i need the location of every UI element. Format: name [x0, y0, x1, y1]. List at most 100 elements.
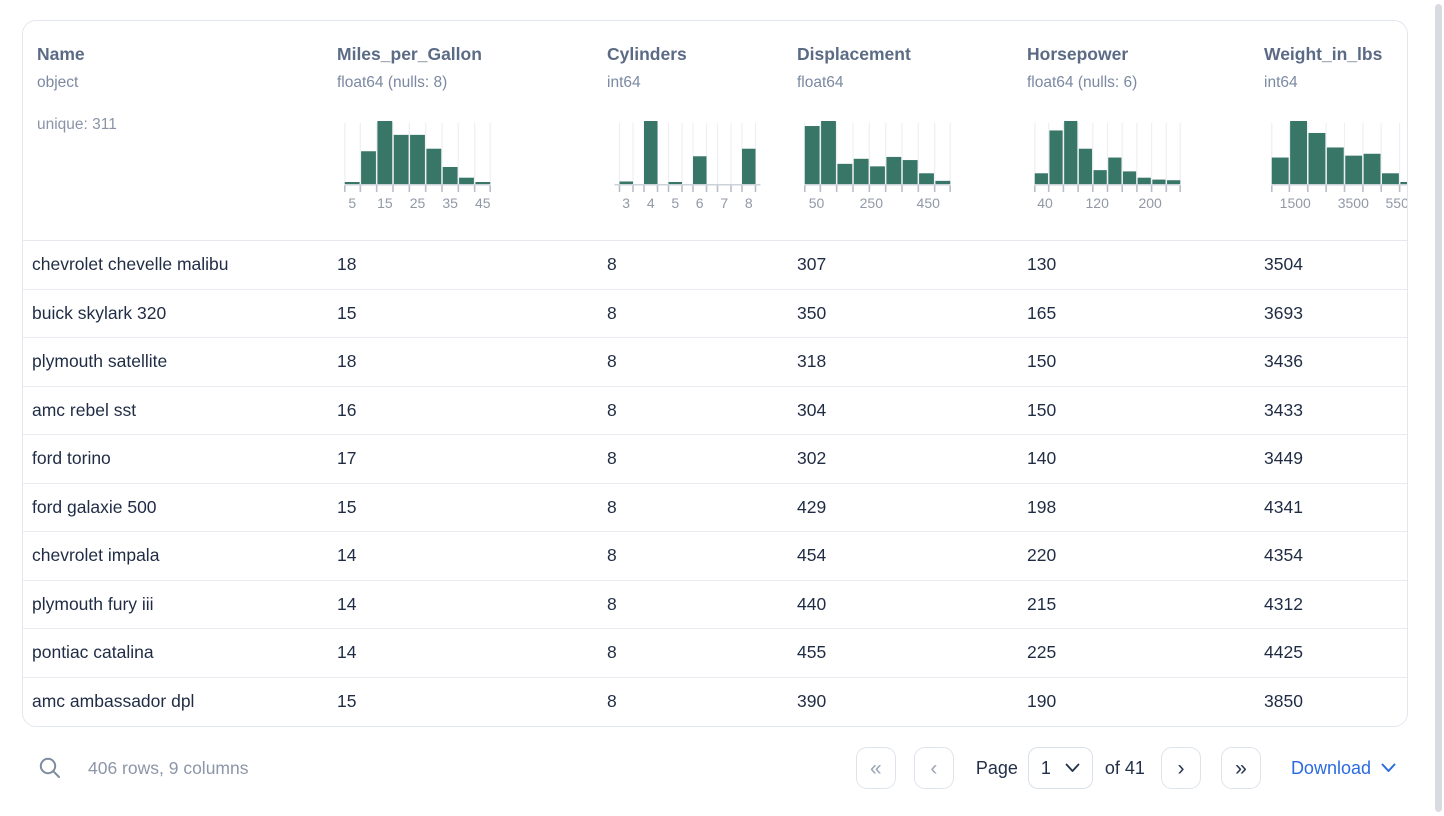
- table-cell: 130: [1027, 254, 1057, 275]
- column-header-cylinders[interactable]: Cylinders int64 3 4 5 6 7 8: [607, 21, 797, 240]
- table-cell: buick skylark 320: [32, 302, 167, 323]
- table-cell: 16: [337, 399, 357, 420]
- table-cell: 8: [607, 399, 617, 420]
- column-header-horsepower[interactable]: Horsepower float64 (nulls: 6) 40 120 200: [1027, 21, 1264, 240]
- svg-text:35: 35: [442, 195, 458, 211]
- svg-text:50: 50: [809, 195, 825, 211]
- svg-text:5500: 5500: [1386, 195, 1408, 211]
- column-header-displacement[interactable]: Displacement float64 50 250 450: [797, 21, 1027, 240]
- svg-text:3: 3: [622, 195, 630, 211]
- page-label: Page: [975, 757, 1018, 778]
- download-button[interactable]: Download: [1291, 758, 1396, 779]
- column-header-name[interactable]: Name object unique: 311: [32, 21, 337, 240]
- table-cell: 302: [797, 448, 827, 469]
- column-title: Miles_per_Gallon: [337, 44, 482, 64]
- table-cell: 8: [607, 448, 617, 469]
- column-header-miles-per-gallon[interactable]: Miles_per_Gallon float64 (nulls: 8) 5 15 25 3…: [337, 21, 607, 240]
- svg-text:40: 40: [1037, 195, 1053, 211]
- table-cell: 4341: [1264, 496, 1303, 517]
- search-icon[interactable]: [38, 756, 62, 780]
- row-column-summary: 406 rows, 9 columns: [88, 757, 249, 778]
- histogram-weight-in-lbs[interactable]: 1500 3500 5500: [1271, 121, 1408, 213]
- svg-text:25: 25: [410, 195, 426, 211]
- table-cell: 14: [337, 545, 357, 566]
- column-title: Name: [37, 44, 85, 64]
- summary-group: 406 rows, 9 columns: [22, 756, 249, 780]
- table-cell: 307: [797, 254, 827, 275]
- table-cell: 3436: [1264, 351, 1303, 372]
- table-cell: plymouth fury iii: [32, 593, 154, 614]
- column-title: Cylinders: [607, 44, 687, 64]
- scrollbar[interactable]: [1435, 4, 1442, 812]
- table-cell: 304: [797, 399, 827, 420]
- svg-text:250: 250: [860, 195, 884, 211]
- table-cell: 318: [797, 351, 827, 372]
- page-select-value: 1: [1040, 757, 1051, 778]
- histogram-miles-per-gallon[interactable]: 5 15 25 35 45: [344, 121, 491, 213]
- column-unique-count: unique: 311: [37, 116, 117, 133]
- table-row: pontiac catalina 14 8 455 225 4425: [23, 629, 1407, 678]
- table-cell: 8: [607, 302, 617, 323]
- table-row: amc ambassador dpl 15 8 390 190 3850: [23, 678, 1407, 727]
- first-page-icon: «: [869, 756, 882, 780]
- page-select[interactable]: 1: [1027, 747, 1093, 789]
- table-cell: ford torino: [32, 448, 111, 469]
- svg-text:4: 4: [647, 195, 655, 211]
- table-row: buick skylark 320 15 8 350 165 3693: [23, 290, 1407, 338]
- table-row: ford torino 17 8 302 140 3449: [23, 435, 1407, 484]
- svg-text:45: 45: [475, 195, 491, 211]
- table-cell: 165: [1027, 302, 1057, 323]
- column-dtype: int64: [1264, 74, 1298, 91]
- svg-text:6: 6: [696, 195, 704, 211]
- next-page-icon: ›: [1177, 756, 1185, 780]
- column-header-weight-in-lbs[interactable]: Weight_in_lbs int64 1500 3500 5500: [1264, 21, 1408, 240]
- column-dtype: float64 (nulls: 8): [337, 74, 448, 91]
- column-title: Displacement: [797, 44, 911, 64]
- column-dtype: float64: [797, 74, 844, 91]
- svg-text:120: 120: [1086, 195, 1110, 211]
- table-cell: amc ambassador dpl: [32, 691, 195, 712]
- table-cell: 350: [797, 302, 827, 323]
- table-cell: 150: [1027, 351, 1057, 372]
- table-cell: 3449: [1264, 448, 1303, 469]
- svg-text:7: 7: [720, 195, 728, 211]
- table-row: ford galaxie 500 15 8 429 198 4341: [23, 484, 1407, 532]
- table-cell: ford galaxie 500: [32, 496, 157, 517]
- table-row: chevrolet impala 14 8 454 220 4354: [23, 532, 1407, 581]
- table-cell: 455: [797, 642, 827, 663]
- table-cell: 14: [337, 642, 357, 663]
- table-cell: 454: [797, 545, 827, 566]
- table-cell: 198: [1027, 496, 1057, 517]
- table-cell: 8: [607, 254, 617, 275]
- column-dtype: int64: [607, 74, 641, 91]
- svg-text:200: 200: [1138, 195, 1162, 211]
- first-page-button[interactable]: «: [855, 747, 896, 789]
- last-page-button[interactable]: »: [1220, 747, 1261, 789]
- table-cell: 3433: [1264, 399, 1303, 420]
- table-cell: plymouth satellite: [32, 351, 168, 372]
- svg-text:3500: 3500: [1338, 195, 1369, 211]
- table-cell: 15: [337, 691, 357, 712]
- svg-text:15: 15: [377, 195, 393, 211]
- next-page-button[interactable]: ›: [1160, 747, 1201, 789]
- table-row: chevrolet chevelle malibu 18 8 307 130 3504: [23, 241, 1407, 290]
- svg-text:5: 5: [348, 195, 356, 211]
- table-cell: 390: [797, 691, 827, 712]
- download-label: Download: [1290, 757, 1371, 778]
- table-cell: 440: [797, 593, 827, 614]
- table-cell: 150: [1027, 399, 1057, 420]
- svg-text:450: 450: [917, 195, 941, 211]
- table-cell: 8: [607, 496, 617, 517]
- histogram-horsepower[interactable]: 40 120 200: [1034, 121, 1181, 213]
- svg-text:8: 8: [745, 195, 753, 211]
- table-cell: amc rebel sst: [32, 399, 137, 420]
- table-cell: chevrolet impala: [32, 545, 160, 566]
- prev-page-button[interactable]: ‹: [913, 747, 954, 789]
- table-cell: 4354: [1264, 545, 1303, 566]
- histogram-displacement[interactable]: 50 250 450: [804, 121, 951, 213]
- status-bar: 406 rows, 9 columns « ‹ Page 1 of 41 › »…: [22, 744, 1408, 792]
